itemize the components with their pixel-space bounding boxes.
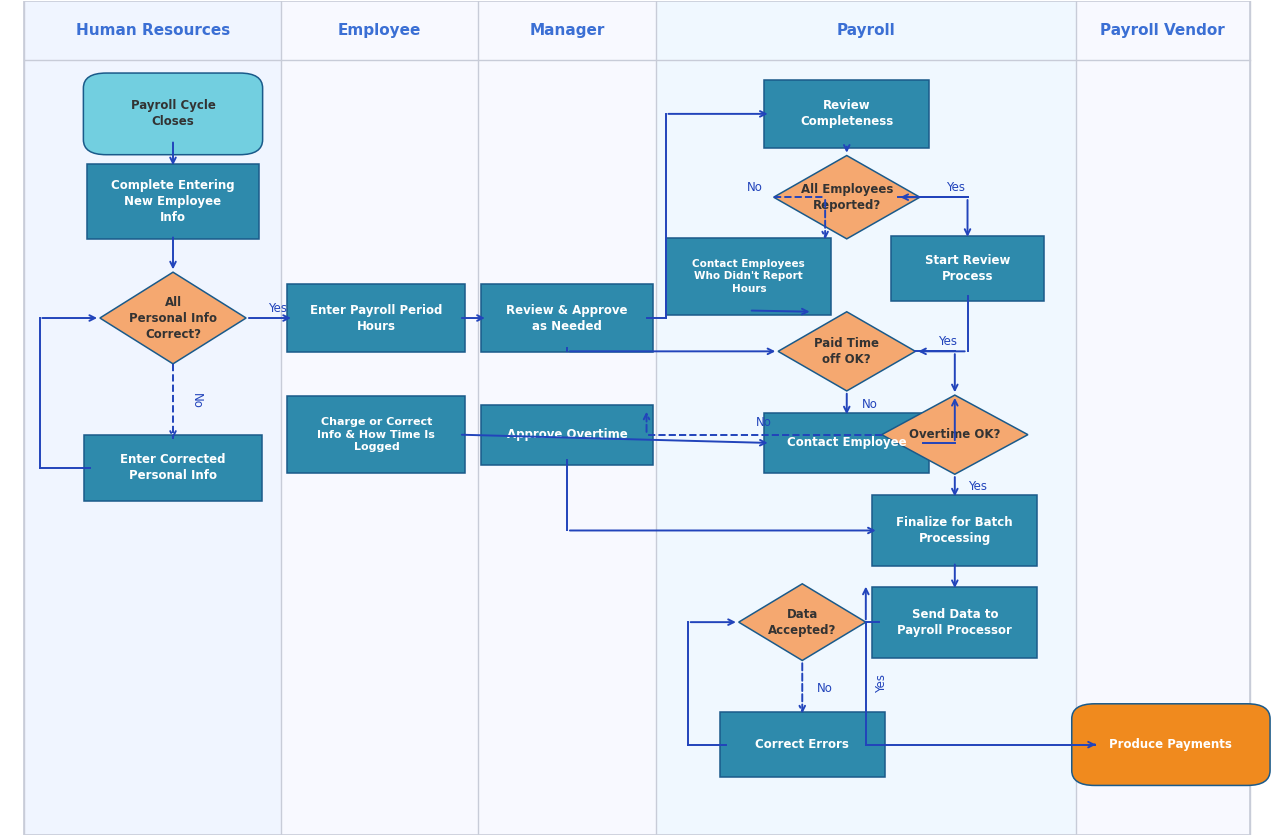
FancyBboxPatch shape — [666, 238, 832, 314]
Text: Review & Approve
as Needed: Review & Approve as Needed — [506, 303, 628, 333]
FancyBboxPatch shape — [764, 79, 929, 148]
FancyBboxPatch shape — [478, 2, 656, 834]
Text: Finalize for Batch
Processing: Finalize for Batch Processing — [897, 516, 1013, 545]
Text: Start Review
Process: Start Review Process — [925, 253, 1010, 283]
Text: Charge or Correct
Info & How Time Is
Logged: Charge or Correct Info & How Time Is Log… — [317, 417, 436, 452]
Text: Enter Payroll Period
Hours: Enter Payroll Period Hours — [310, 303, 442, 333]
Text: Yes: Yes — [945, 181, 964, 194]
Text: All
Personal Info
Correct?: All Personal Info Correct? — [129, 295, 217, 340]
Text: Payroll Vendor: Payroll Vendor — [1101, 23, 1226, 38]
FancyBboxPatch shape — [720, 712, 885, 777]
FancyBboxPatch shape — [24, 2, 282, 834]
Text: No: No — [747, 181, 763, 194]
Text: Overtime OK?: Overtime OK? — [910, 428, 1000, 441]
FancyBboxPatch shape — [764, 413, 929, 473]
FancyBboxPatch shape — [892, 236, 1043, 300]
Text: Paid Time
off OK?: Paid Time off OK? — [814, 337, 879, 366]
FancyBboxPatch shape — [1075, 2, 1250, 834]
FancyBboxPatch shape — [83, 73, 262, 155]
FancyBboxPatch shape — [282, 2, 478, 834]
FancyBboxPatch shape — [873, 587, 1037, 658]
Text: Yes: Yes — [968, 480, 987, 493]
Polygon shape — [99, 273, 246, 364]
FancyBboxPatch shape — [656, 2, 1075, 834]
Text: Complete Entering
New Employee
Info: Complete Entering New Employee Info — [111, 179, 234, 224]
Polygon shape — [882, 395, 1028, 474]
Text: Correct Errors: Correct Errors — [755, 738, 850, 751]
FancyBboxPatch shape — [87, 164, 259, 239]
Text: Review
Completeness: Review Completeness — [800, 99, 893, 129]
Text: Contact Employees
Who Didn't Report
Hours: Contact Employees Who Didn't Report Hour… — [693, 259, 805, 293]
Text: Human Resources: Human Resources — [75, 23, 229, 38]
FancyBboxPatch shape — [1071, 704, 1270, 786]
Text: Payroll Cycle
Closes: Payroll Cycle Closes — [130, 99, 215, 129]
Text: Employee: Employee — [338, 23, 422, 38]
Text: All Employees
Reported?: All Employees Reported? — [800, 183, 893, 212]
Text: No: No — [757, 415, 772, 429]
Text: No: No — [817, 682, 833, 695]
Text: Yes: Yes — [269, 302, 288, 314]
Text: Payroll: Payroll — [837, 23, 896, 38]
FancyBboxPatch shape — [482, 284, 652, 352]
Polygon shape — [773, 155, 920, 239]
Text: Send Data to
Payroll Processor: Send Data to Payroll Processor — [897, 608, 1013, 637]
Polygon shape — [778, 312, 916, 391]
FancyBboxPatch shape — [288, 396, 465, 473]
Text: Yes: Yes — [938, 335, 957, 348]
Text: Yes: Yes — [874, 674, 888, 693]
Text: Manager: Manager — [530, 23, 605, 38]
Text: Data
Accepted?: Data Accepted? — [768, 608, 837, 637]
Text: No: No — [861, 398, 878, 410]
Text: Produce Payments: Produce Payments — [1110, 738, 1232, 751]
Text: No: No — [190, 394, 203, 410]
FancyBboxPatch shape — [84, 435, 262, 502]
FancyBboxPatch shape — [873, 495, 1037, 566]
Text: Contact Employee: Contact Employee — [787, 436, 907, 450]
FancyBboxPatch shape — [288, 284, 465, 352]
Polygon shape — [739, 584, 866, 660]
Text: Approve Overtime: Approve Overtime — [507, 428, 628, 441]
Text: Enter Corrected
Personal Info: Enter Corrected Personal Info — [120, 453, 225, 482]
FancyBboxPatch shape — [482, 405, 652, 465]
